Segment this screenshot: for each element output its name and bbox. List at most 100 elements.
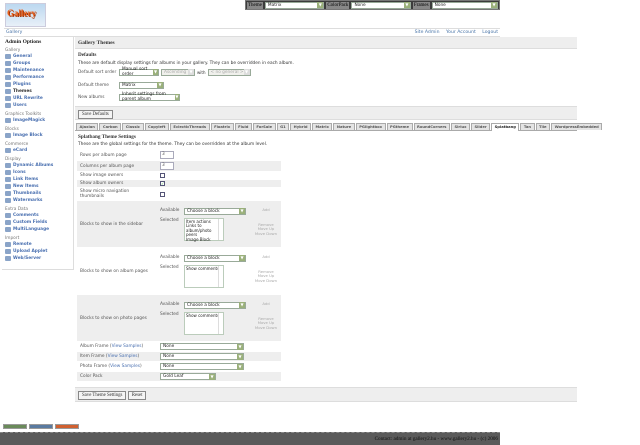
selected-blocks-list[interactable]: Item actions Links to album/photo peers Im… — [184, 217, 224, 242]
selected-block-item[interactable]: Show comments — [186, 265, 220, 271]
frames-select[interactable]: None ▼ — [431, 1, 498, 9]
photo-frame-samples-link[interactable]: View Samples — [110, 364, 140, 369]
tab-ajaxian[interactable]: Ajaxian — [76, 123, 99, 130]
tab-classic[interactable]: Classic — [122, 123, 144, 130]
tab-fluid[interactable]: Fluid — [234, 123, 252, 130]
move-up-button[interactable]: Move Up — [257, 226, 275, 231]
move-down-button[interactable]: Move Down — [254, 277, 278, 283]
selected-blocks-list[interactable]: Show comments — [184, 311, 224, 335]
sidebar-item-custom-fields[interactable]: Custom Fields — [5, 219, 70, 226]
site-admin-link[interactable]: Site Admin — [414, 30, 440, 35]
tab-pglightbox[interactable]: PGlightbox — [355, 123, 386, 130]
add-block-button[interactable]: Add — [262, 253, 270, 259]
sidebar-item-comments[interactable]: Comments — [5, 212, 70, 219]
sidebar-item-image-block[interactable]: Image Block — [5, 132, 70, 139]
available-blocks-select[interactable]: Choose a block ▼ — [184, 301, 246, 309]
tab-wordpressembedded[interactable]: WordpressEmbedded — [551, 123, 603, 130]
move-up-button[interactable]: Move Up — [257, 273, 275, 278]
album-frame-label: Album Frame — [80, 344, 109, 349]
sidebar-item-ecard[interactable]: eCard — [5, 147, 70, 154]
tab-tile[interactable]: Tile — [535, 123, 551, 130]
tab-splatbang[interactable]: Splatbang — [491, 123, 520, 131]
tab-nature[interactable]: Nature — [333, 123, 355, 130]
gallery-donate-badge[interactable] — [55, 424, 79, 429]
sidebar-item-dynamic-albums[interactable]: Dynamic Albums — [5, 162, 70, 169]
secondary-sort-select[interactable]: < no general > ▼ — [207, 68, 251, 76]
tab-roundcorners[interactable]: RoundCorners — [413, 123, 450, 130]
color-pack-select[interactable]: Gold Leaf ▼ — [160, 373, 216, 380]
sidebar-item-plugins[interactable]: Plugins — [5, 81, 70, 88]
selected-block-item[interactable]: Image Block — [186, 236, 211, 242]
cols-input[interactable]: 3 — [160, 162, 174, 170]
selected-block-item[interactable]: Item actions — [186, 218, 211, 224]
tab-hybrid[interactable]: Hybrid — [290, 123, 312, 130]
album-frame-select[interactable]: None ▼ — [160, 343, 244, 350]
sidebar-item-url-rewrite[interactable]: URL Rewrite — [5, 95, 70, 102]
add-block-button[interactable]: Add — [262, 300, 270, 306]
sidebar-item-users[interactable]: Users — [5, 102, 70, 109]
your-account-link[interactable]: Your Account — [445, 30, 476, 35]
sidebar-item-themes[interactable]: Themes — [5, 88, 70, 95]
selected-block-item[interactable]: Links to album/photo peers — [186, 223, 212, 237]
item-frame-samples-link[interactable]: View Samples — [107, 354, 138, 359]
colorpack-select[interactable]: None ▼ — [351, 1, 411, 9]
sidebar-item-label: Remote — [13, 242, 32, 247]
save-defaults-button[interactable]: Save Defaults — [78, 110, 113, 119]
sidebar-item-link-items[interactable]: Link Items — [5, 176, 70, 183]
micro-nav-checkbox[interactable] — [160, 191, 165, 197]
xhtml-badge[interactable] — [3, 424, 27, 429]
theme-select[interactable]: Matrix ▼ — [264, 1, 325, 9]
tab-slider[interactable]: Slider — [471, 123, 491, 130]
move-down-button[interactable]: Move Down — [254, 230, 278, 236]
sidebar-item-watermarks[interactable]: Watermarks — [5, 197, 70, 204]
logout-link[interactable]: Logout — [482, 30, 498, 35]
sidebar-item-general[interactable]: General — [5, 53, 70, 60]
sidebar-item-upload-applet[interactable]: Upload Applet — [5, 248, 70, 255]
tab-eclecticthreads[interactable]: EclecticThreads — [169, 123, 210, 130]
sidebar-item-imagemagick[interactable]: ImageMagick — [5, 117, 70, 124]
sort-order-select[interactable]: Manual sort order ▼ — [119, 67, 159, 77]
tab-matrix[interactable]: Matrix — [312, 123, 333, 130]
sort-direction-select[interactable]: Ascending ▼ — [161, 68, 195, 76]
move-up-button[interactable]: Move Up — [257, 320, 275, 325]
sidebar-item-web-server[interactable]: Web/Server — [5, 255, 70, 262]
move-down-button[interactable]: Move Down — [254, 324, 278, 330]
selected-block-item[interactable]: Show comments — [186, 312, 220, 318]
remove-block-button[interactable]: Remove — [258, 268, 274, 274]
sidebar-item-thumbnails[interactable]: Thumbnails — [5, 190, 70, 197]
sidebar-item-icons[interactable]: Icons — [5, 169, 70, 176]
sidebar-item-multilanguage[interactable]: MultiLanguage — [5, 226, 70, 233]
selected-blocks-list[interactable]: Show comments — [184, 264, 224, 288]
sidebar-item-groups[interactable]: Groups — [5, 60, 70, 67]
save-theme-settings-button[interactable]: Save Theme Settings — [78, 391, 127, 400]
new-albums-select[interactable]: Inherit settings from parent album ▼ — [119, 92, 180, 102]
tab-tan[interactable]: Tan — [520, 123, 535, 130]
tab-floatrix[interactable]: Floatrix — [210, 123, 234, 130]
tab-pgtheme[interactable]: PGtheme — [386, 123, 413, 130]
tab-forsale[interactable]: ForSale — [252, 123, 276, 130]
available-blocks-select[interactable]: Choose a block ▼ — [184, 254, 246, 262]
breadcrumb-gallery[interactable]: Gallery — [6, 30, 23, 35]
default-theme-select[interactable]: Matrix ▼ — [119, 81, 164, 89]
album-frame-samples-link[interactable]: View Samples — [111, 344, 142, 349]
tab-siriux[interactable]: Siriux — [450, 123, 470, 130]
sidebar-item-maintenance[interactable]: Maintenance — [5, 67, 70, 74]
sidebar-item-new-items[interactable]: New Items — [5, 183, 70, 190]
tab-g1[interactable]: G1 — [276, 123, 290, 130]
remove-block-button[interactable]: Remove — [258, 221, 274, 227]
remove-block-button[interactable]: Remove — [258, 315, 274, 321]
image-owners-checkbox[interactable] — [160, 173, 165, 178]
sidebar-item-performance[interactable]: Performance — [5, 74, 70, 81]
reset-button[interactable]: Reset — [127, 391, 147, 400]
rows-input[interactable]: 3 — [160, 151, 174, 159]
sidebar-item-remote[interactable]: Remote — [5, 241, 70, 248]
photo-frame-select[interactable]: None ▼ — [160, 363, 244, 370]
gallery-badge[interactable] — [29, 424, 53, 429]
tab-carbon[interactable]: Carbon — [99, 123, 122, 130]
tab-copyleft[interactable]: Copyleft — [144, 123, 169, 130]
available-blocks-select[interactable]: Choose a block ▼ — [184, 207, 246, 215]
item-frame-select[interactable]: None ▼ — [160, 353, 244, 360]
add-block-button[interactable]: Add — [262, 206, 270, 212]
gallery-logo[interactable]: Gallery — [5, 3, 46, 27]
album-owners-checkbox[interactable]: ✓ — [160, 181, 165, 186]
